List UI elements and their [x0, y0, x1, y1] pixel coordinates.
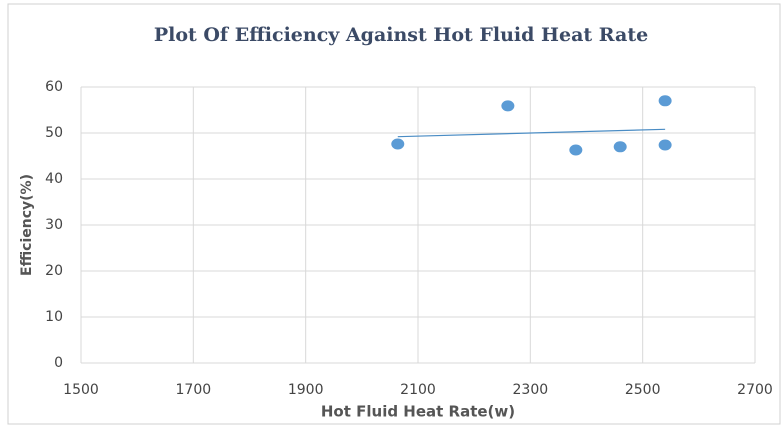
x-axis-label: Hot Fluid Heat Rate(w) — [321, 403, 515, 421]
x-tick-label: 1900 — [288, 382, 324, 398]
data-point — [613, 141, 627, 153]
data-point — [391, 138, 405, 150]
y-axis-label: Efficiency(%) — [19, 174, 35, 276]
y-tick-label: 30 — [45, 217, 63, 233]
y-tick-label: 60 — [45, 79, 63, 95]
x-tick-label: 2500 — [625, 382, 661, 398]
x-tick-label: 2300 — [513, 382, 549, 398]
data-point — [569, 144, 583, 156]
y-tick-label: 40 — [45, 171, 63, 187]
chart-border — [7, 3, 781, 425]
y-tick-label: 50 — [45, 125, 63, 141]
y-tick-label: 10 — [45, 309, 63, 325]
x-tick-label: 2700 — [737, 382, 773, 398]
trendline — [397, 128, 666, 138]
data-point — [658, 95, 672, 107]
chart-title: Plot Of Efficiency Against Hot Fluid Hea… — [154, 24, 648, 46]
y-tick-label: 0 — [54, 355, 63, 371]
y-tick-label: 20 — [45, 263, 63, 279]
data-point — [658, 139, 672, 151]
x-tick-label: 2100 — [400, 382, 436, 398]
x-tick-label: 1500 — [63, 382, 99, 398]
data-point — [501, 100, 515, 112]
x-tick-label: 1700 — [176, 382, 212, 398]
